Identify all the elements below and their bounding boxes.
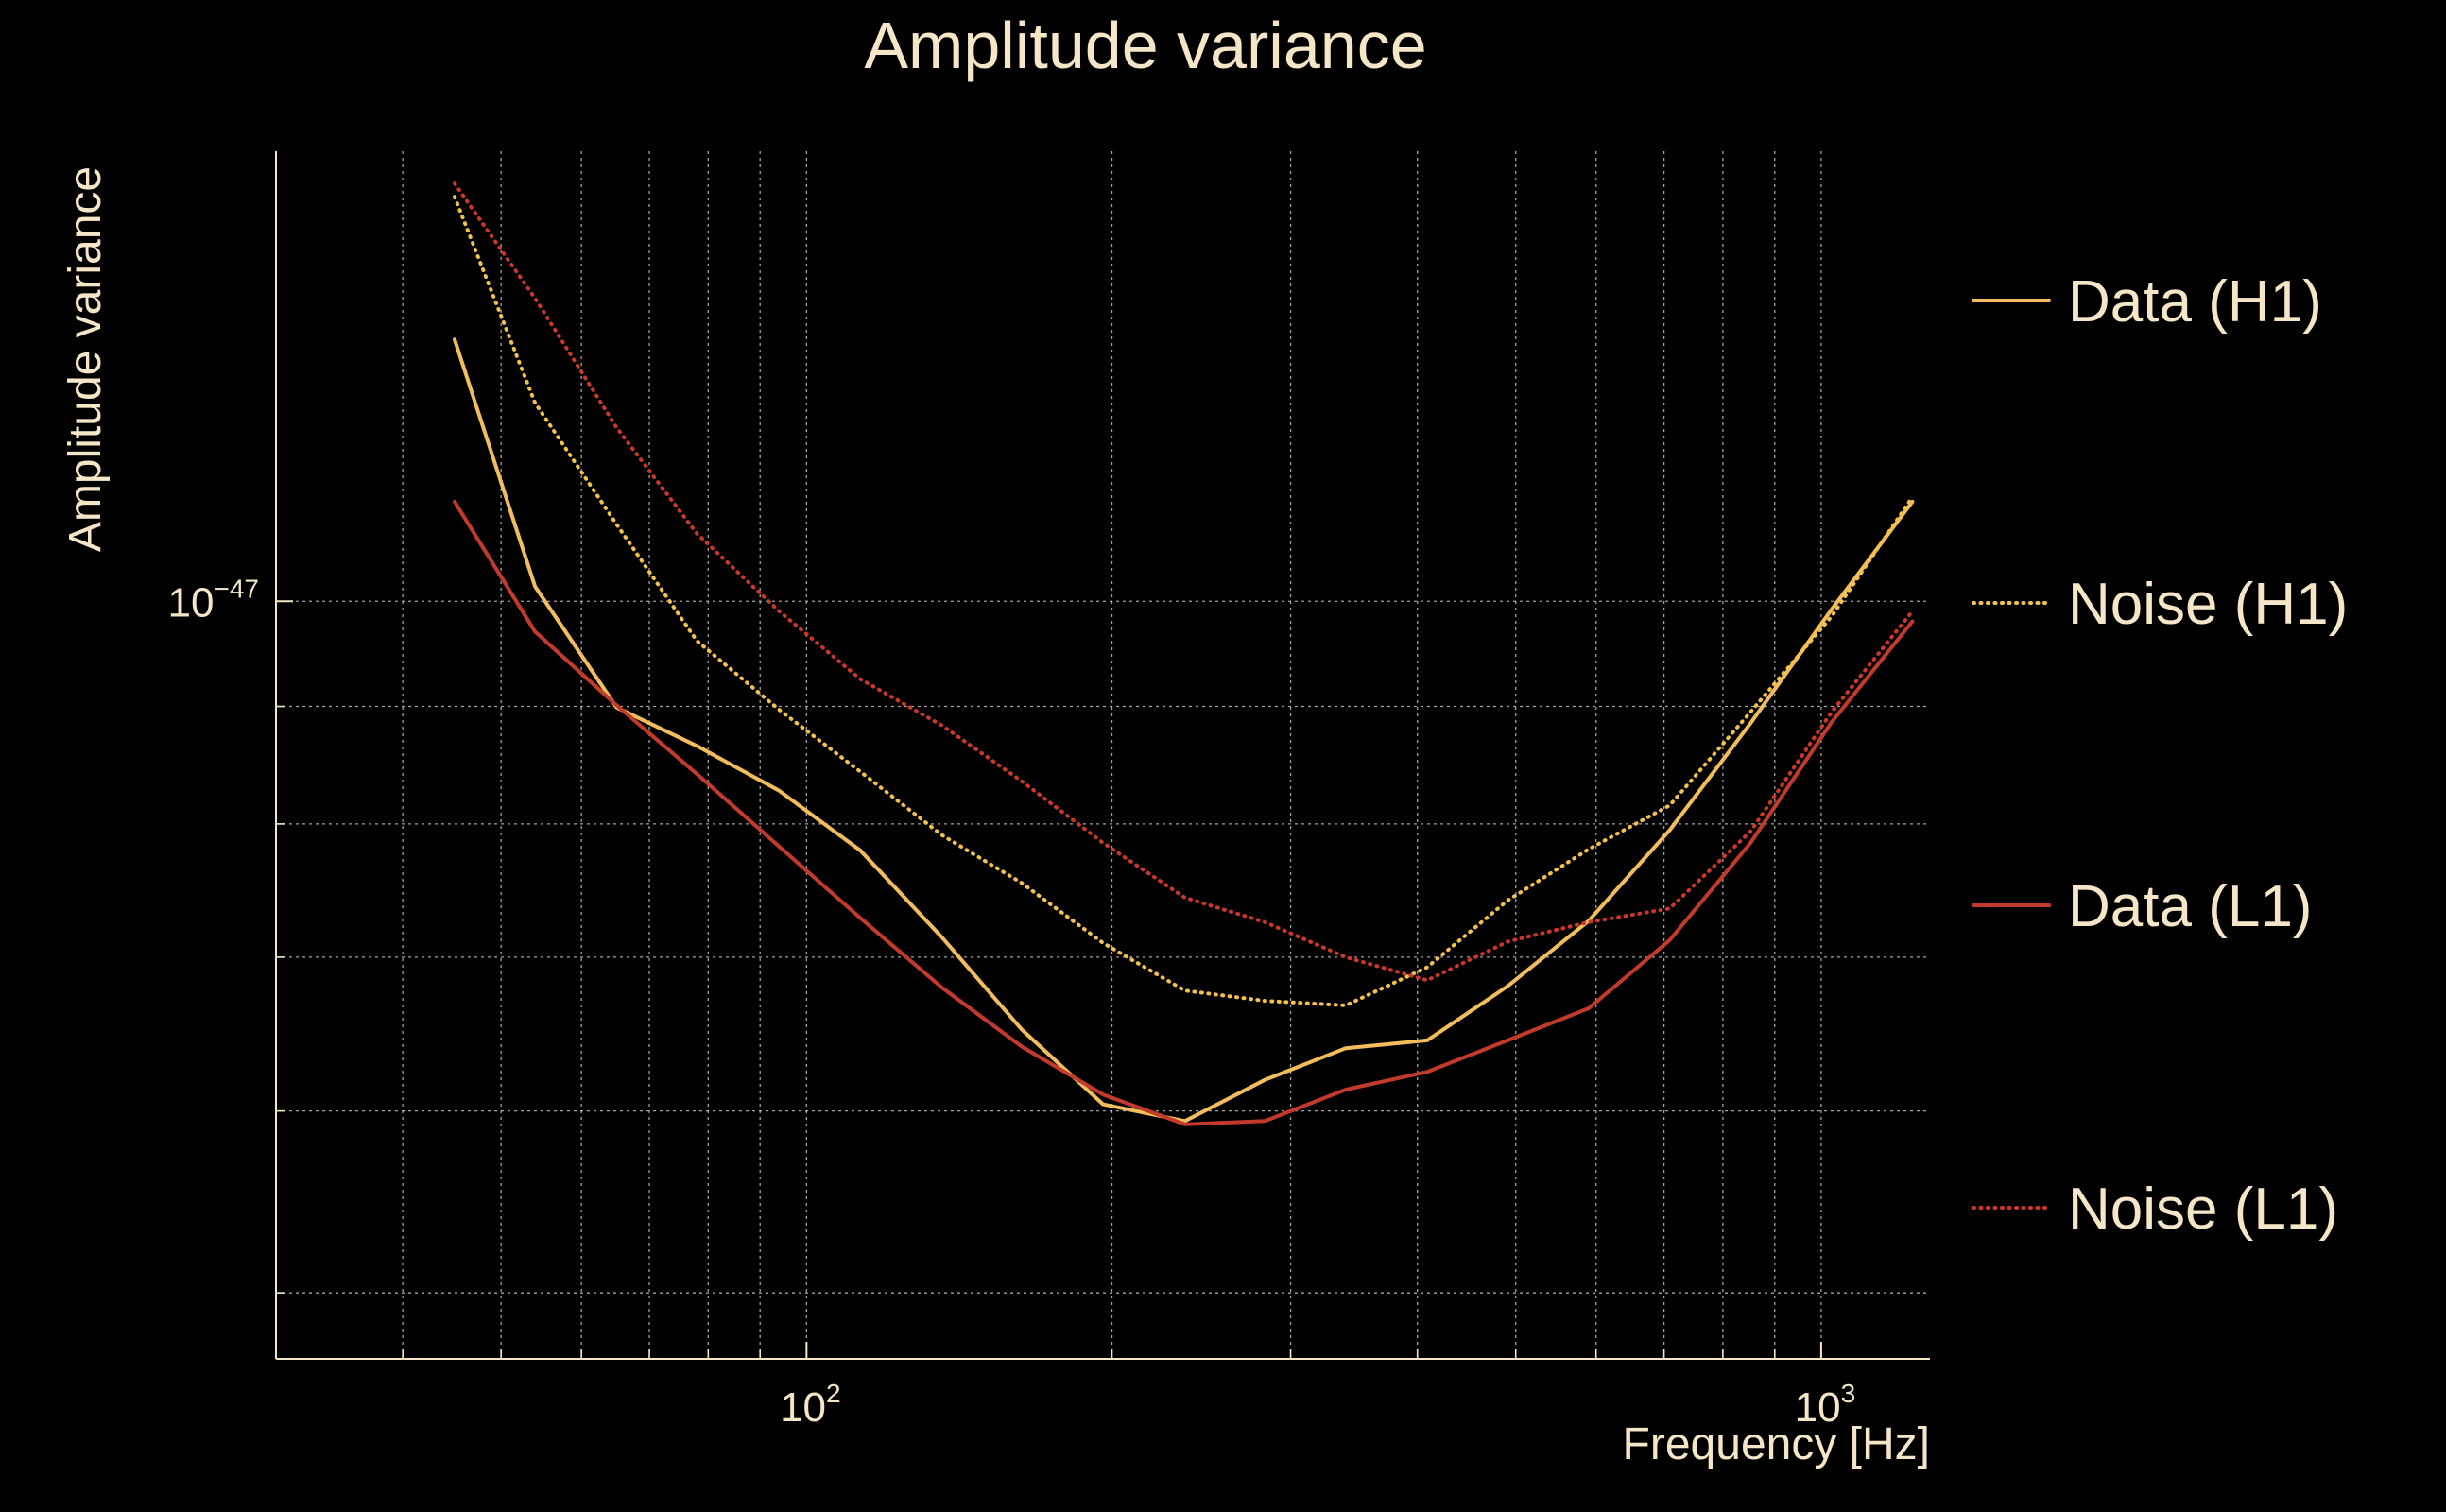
chart-title: Amplitude variance (864, 9, 1426, 82)
y-tick-label: 10−47 (168, 574, 259, 626)
x-tick-label: 102 (780, 1379, 841, 1431)
legend-label-noise-l1: Noise (L1) (2068, 1177, 2338, 1242)
series-line-noise-h1 (453, 195, 1915, 1007)
y-axis-label: Amplitude variance (60, 166, 111, 552)
series-line-data-h1 (453, 337, 1915, 1124)
series-line-data-l1 (453, 499, 1915, 1126)
x-axis-label: Frequency [Hz] (1623, 1419, 1930, 1469)
legend-label-data-h1: Data (H1) (2068, 269, 2322, 335)
series-line-noise-l1 (453, 181, 1915, 983)
grid-layer (276, 151, 1930, 1359)
axis-layer: 102 103 10−47 (168, 151, 1930, 1431)
legend-label-noise-h1: Noise (H1) (2068, 572, 2348, 637)
legend-label-data-l1: Data (L1) (2068, 874, 2312, 939)
x-tick-label: 103 (1795, 1379, 1856, 1431)
series-layer (453, 181, 1915, 1126)
legend: Data (H1) Noise (H1) Data (L1) Noise (L1) (1972, 269, 2348, 1242)
